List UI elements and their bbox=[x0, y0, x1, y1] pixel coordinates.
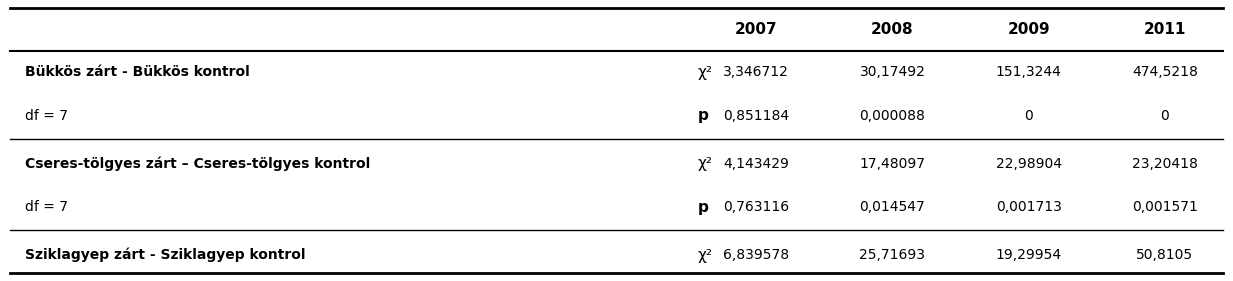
Text: 19,29954: 19,29954 bbox=[995, 248, 1062, 262]
Text: 0,763116: 0,763116 bbox=[723, 200, 789, 214]
Text: 2007: 2007 bbox=[735, 22, 778, 37]
Text: 30,17492: 30,17492 bbox=[859, 65, 925, 79]
Text: 2009: 2009 bbox=[1007, 22, 1051, 37]
Text: Sziklagyep zárt - Sziklagyep kontrol: Sziklagyep zárt - Sziklagyep kontrol bbox=[25, 248, 305, 262]
Text: 6,839578: 6,839578 bbox=[723, 248, 789, 262]
Text: 0,851184: 0,851184 bbox=[723, 109, 789, 123]
Text: 22,98904: 22,98904 bbox=[995, 157, 1062, 171]
Text: 25,71693: 25,71693 bbox=[859, 248, 926, 262]
Text: p: p bbox=[698, 108, 709, 123]
Text: χ²: χ² bbox=[698, 65, 713, 80]
Text: 3,346712: 3,346712 bbox=[724, 65, 789, 79]
Text: 0,000088: 0,000088 bbox=[859, 109, 925, 123]
Text: 17,48097: 17,48097 bbox=[859, 157, 926, 171]
Text: 23,20418: 23,20418 bbox=[1132, 157, 1197, 171]
Text: 0: 0 bbox=[1160, 109, 1169, 123]
Text: 2011: 2011 bbox=[1144, 22, 1186, 37]
Text: df = 7: df = 7 bbox=[25, 109, 68, 123]
Text: Cseres-tölgyes zárt – Cseres-tölgyes kontrol: Cseres-tölgyes zárt – Cseres-tölgyes kon… bbox=[25, 157, 370, 171]
Text: 0,001713: 0,001713 bbox=[996, 200, 1062, 214]
Text: 0,014547: 0,014547 bbox=[859, 200, 925, 214]
Text: Bükkös zárt - Bükkös kontrol: Bükkös zárt - Bükkös kontrol bbox=[25, 65, 249, 79]
Text: χ²: χ² bbox=[698, 248, 713, 262]
Text: df = 7: df = 7 bbox=[25, 200, 68, 214]
Text: 2008: 2008 bbox=[870, 22, 914, 37]
Text: 50,8105: 50,8105 bbox=[1137, 248, 1194, 262]
Text: p: p bbox=[698, 200, 709, 215]
Text: 151,3244: 151,3244 bbox=[996, 65, 1062, 79]
Text: 474,5218: 474,5218 bbox=[1132, 65, 1197, 79]
Text: 0,001571: 0,001571 bbox=[1132, 200, 1197, 214]
Text: 4,143429: 4,143429 bbox=[724, 157, 789, 171]
Text: 0: 0 bbox=[1025, 109, 1033, 123]
Text: χ²: χ² bbox=[698, 156, 713, 171]
